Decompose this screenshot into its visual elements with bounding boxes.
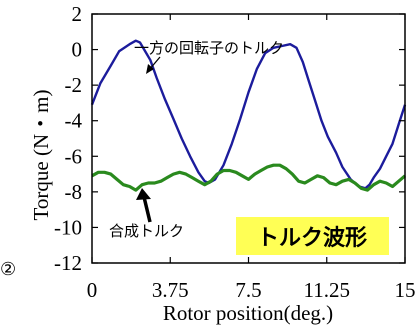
x-tick-label: 11.25 bbox=[304, 278, 350, 302]
x-tick-label: 0 bbox=[87, 278, 98, 302]
y-tick-label: -10 bbox=[54, 215, 82, 239]
y-tick-label: -8 bbox=[65, 180, 83, 204]
x-tick-labels: 0 3.75 7.5 11.25 15 bbox=[87, 278, 416, 302]
y-tick-labels: 2 0 -2 -4 -6 -8 -10 -12 bbox=[54, 2, 82, 275]
waveform-badge bbox=[236, 217, 389, 255]
y-tick-label: -6 bbox=[65, 144, 83, 168]
x-axis-title: Rotor position(deg.) bbox=[163, 301, 333, 325]
blue-curve-arrowhead bbox=[146, 64, 154, 74]
green-curve-arrowhead bbox=[136, 188, 151, 200]
series-layer bbox=[90, 39, 407, 192]
y-tick-label: -2 bbox=[65, 73, 83, 97]
corner-mark: ② bbox=[0, 259, 16, 280]
x-tick-label: 7.5 bbox=[235, 278, 261, 302]
waveform-badge-text: トルク波形 bbox=[257, 226, 367, 251]
series-line-combined-torque bbox=[91, 163, 407, 192]
green-curve-arrow bbox=[142, 196, 152, 223]
y-tick-label: -12 bbox=[54, 251, 82, 275]
y-tick-label: -4 bbox=[65, 109, 83, 133]
y-tick-label: 0 bbox=[72, 38, 83, 62]
x-tick-label: 15 bbox=[395, 278, 416, 302]
tick-marks bbox=[91, 13, 406, 264]
x-tick-label: 3.75 bbox=[152, 278, 189, 302]
y-tick-label: 2 bbox=[72, 2, 83, 26]
y-axis-title: Torque (N・m) bbox=[29, 90, 53, 221]
blue-curve-label: 一方の回転子のトルク bbox=[134, 39, 284, 57]
series-line-rotor-torque bbox=[90, 39, 407, 190]
green-curve-label: 合成トルク bbox=[109, 222, 184, 240]
